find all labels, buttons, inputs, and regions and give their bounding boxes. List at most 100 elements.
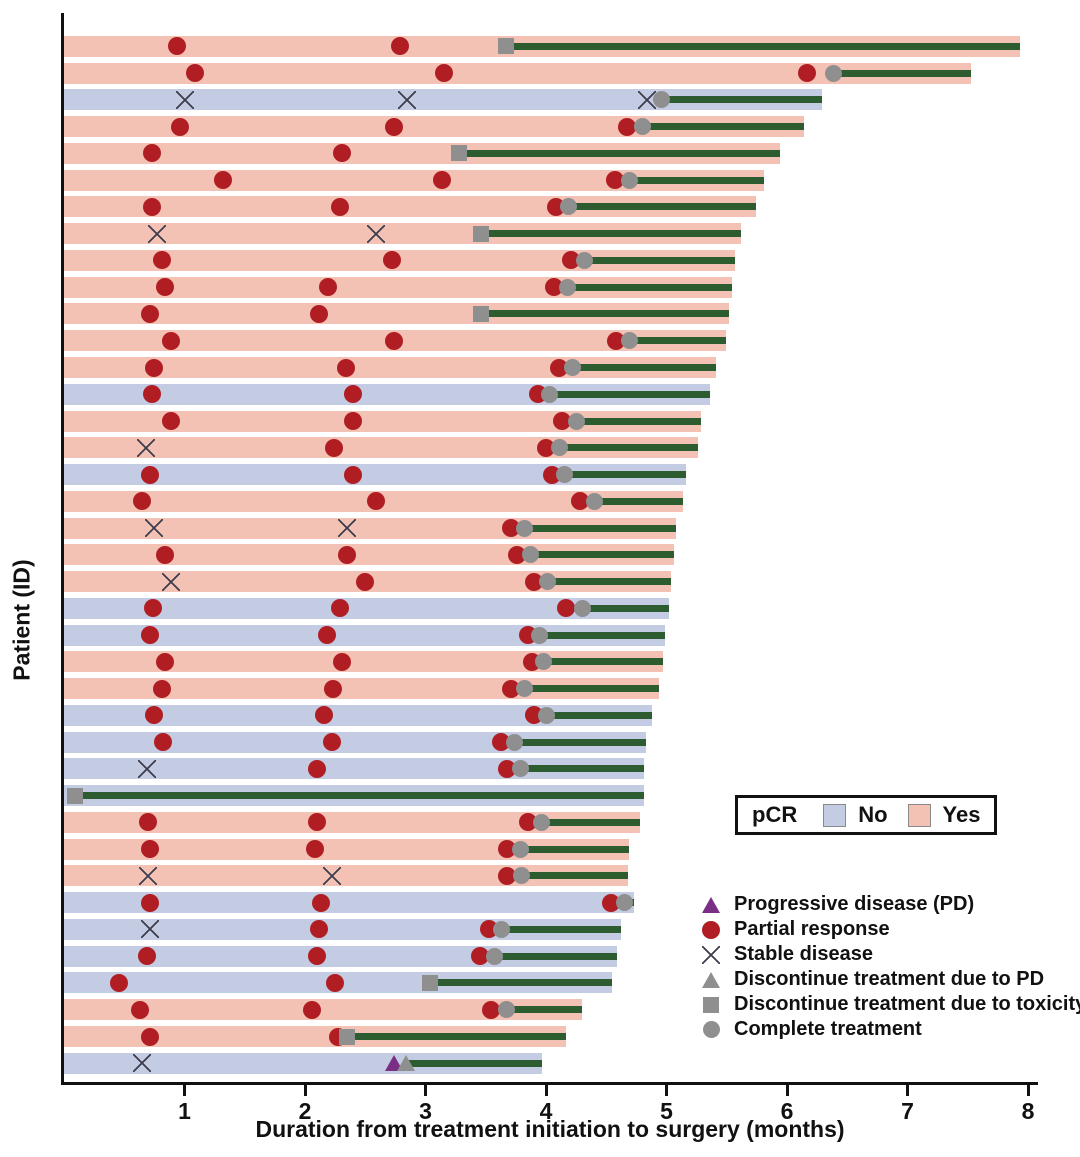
pcr-legend-item-no: No — [823, 802, 888, 828]
marker-partial-response — [498, 840, 517, 859]
marker-complete-treatment — [615, 894, 633, 912]
marker-partial-response — [498, 866, 517, 885]
marker-complete-treatment — [521, 546, 539, 564]
treatment-line — [480, 310, 730, 318]
marker-complete-treatment — [497, 1001, 515, 1019]
x-axis-tick — [785, 1085, 789, 1096]
treatment-line — [539, 631, 666, 639]
treatment-line — [661, 96, 822, 104]
marker-partial-response — [170, 117, 189, 136]
treatment-line — [514, 738, 646, 746]
marker-partial-response — [557, 599, 576, 618]
patient-bar — [64, 410, 702, 432]
legend-label: Progressive disease (PD) — [734, 893, 975, 915]
marker-partial-response — [602, 893, 621, 912]
marker-stable-disease — [322, 866, 341, 885]
marker-partial-response — [344, 465, 363, 484]
marker-partial-response — [481, 1000, 500, 1019]
marker-complete-treatment — [620, 332, 638, 350]
y-axis-spine — [61, 13, 64, 1085]
pcr-legend-item-yes: Yes — [907, 802, 981, 828]
marker-partial-response — [385, 331, 404, 350]
marker-partial-response — [550, 358, 569, 377]
marker-complete-treatment — [653, 91, 671, 109]
treatment-line — [480, 230, 742, 238]
marker-partial-response — [356, 572, 375, 591]
pcr-legend-title: pCR — [752, 802, 798, 827]
marker-partial-response — [308, 759, 327, 778]
x-axis-tick-label: 2 — [298, 1098, 312, 1124]
marker-partial-response — [798, 64, 817, 83]
marker-complete-treatment — [825, 64, 843, 82]
discontinue-pd-marker-glyph — [702, 971, 720, 988]
marker-complete-treatment — [633, 118, 651, 136]
marker-complete-treatment — [573, 599, 591, 617]
treatment-line — [520, 845, 630, 853]
marker-partial-response — [367, 492, 386, 511]
marker-partial-response — [162, 412, 181, 431]
patient-bar — [64, 999, 583, 1021]
marker-partial-response — [140, 1027, 159, 1046]
marker-partial-response — [162, 331, 181, 350]
marker-complete-treatment — [564, 359, 581, 376]
marker-partial-response — [537, 438, 555, 457]
treatment-line — [572, 364, 716, 371]
marker-discontinue-toxicity — [498, 38, 515, 55]
treatment-line — [520, 765, 644, 773]
treatment-line — [506, 1006, 583, 1014]
treatment-line — [501, 925, 621, 933]
marker-discontinue-toxicity — [339, 1028, 356, 1045]
legend-item-discontinue-pd: Discontinue treatment due to PD — [700, 967, 1080, 992]
marker-partial-response — [140, 304, 159, 323]
treatment-line — [549, 390, 710, 398]
marker-partial-response — [138, 947, 157, 966]
marker-complete-treatment — [512, 840, 530, 858]
discontinue-pd-icon — [700, 971, 722, 988]
treatment-line — [406, 1059, 543, 1067]
legend-label: Complete treatment — [734, 1018, 922, 1040]
marker-partial-response — [326, 973, 345, 992]
treatment-line — [584, 256, 736, 264]
treatment-line — [564, 471, 686, 479]
x-axis-tick-label: 3 — [419, 1098, 432, 1124]
marker-complete-treatment — [576, 251, 594, 269]
treatment-line — [568, 203, 756, 211]
marker-discontinue-toxicity — [472, 225, 489, 242]
marker-stable-disease — [638, 90, 657, 109]
x-axis-tick — [906, 1085, 909, 1096]
marker-discontinue-toxicity — [422, 974, 439, 991]
marker-complete-treatment — [531, 626, 549, 644]
marker-partial-response — [152, 679, 171, 698]
x-axis-tick — [1026, 1085, 1030, 1096]
x-axis-tick — [544, 1085, 548, 1096]
marker-partial-response — [140, 840, 159, 859]
treatment-line — [629, 176, 765, 184]
x-axis-tick-label: 6 — [780, 1098, 794, 1124]
marker-stable-disease — [338, 519, 357, 538]
marker-partial-response — [502, 519, 521, 538]
treatment-line — [541, 818, 640, 826]
marker-partial-response — [214, 171, 233, 190]
marker-complete-treatment — [550, 439, 568, 457]
treatment-line — [642, 123, 804, 131]
marker-partial-response — [617, 117, 636, 136]
marker-stable-disease — [162, 572, 181, 591]
marker-complete-treatment — [555, 466, 573, 484]
marker-complete-treatment — [513, 867, 531, 885]
pcr-yes-label: Yes — [942, 802, 981, 827]
marker-partial-response — [142, 197, 161, 216]
complete-treatment-marker-glyph — [702, 1021, 720, 1038]
legend-label: Stable disease — [734, 943, 873, 965]
x-axis-tick-label: 7 — [901, 1098, 914, 1124]
marker-complete-treatment — [585, 492, 603, 510]
marker-partial-response — [144, 599, 163, 618]
complete-treatment-icon — [700, 1021, 722, 1038]
legend-label: Partial response — [734, 918, 890, 940]
pcr-legend: pCR No Yes — [735, 795, 998, 835]
marker-complete-treatment — [485, 947, 503, 965]
marker-partial-response — [305, 840, 324, 859]
legend-item-progressive-disease: Progressive disease (PD) — [700, 892, 1080, 917]
marker-partial-response — [344, 385, 363, 404]
marker-partial-response — [546, 197, 565, 216]
marker-partial-response — [145, 706, 164, 725]
